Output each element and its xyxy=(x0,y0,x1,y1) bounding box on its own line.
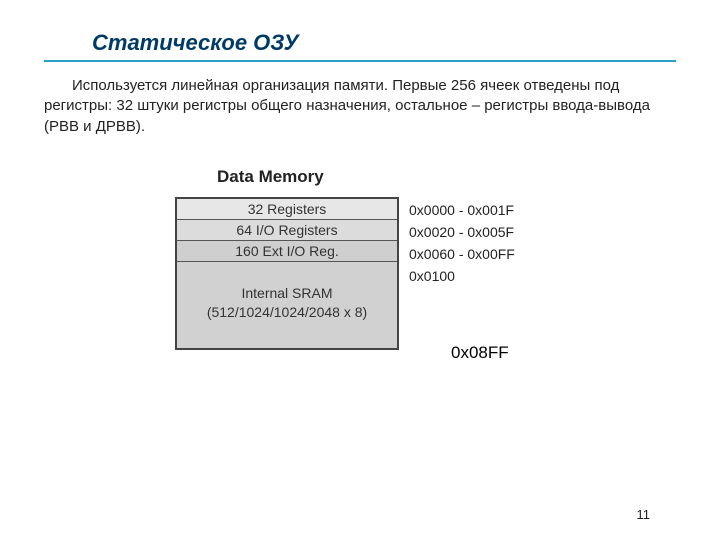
diagram-heading: Data Memory xyxy=(217,167,575,187)
memory-row: 32 Registers xyxy=(177,199,397,220)
title-rule xyxy=(44,60,676,62)
address-column: 0x0000 - 0x001F 0x0020 - 0x005F 0x0060 -… xyxy=(409,199,515,287)
addr-range: 0x0020 - 0x005F xyxy=(409,221,515,243)
memory-row: 64 I/O Registers xyxy=(177,220,397,241)
data-memory-diagram: Data Memory 32 Registers 64 I/O Register… xyxy=(145,167,575,350)
addr-sram-end: 0x08FF xyxy=(445,343,515,363)
memory-map-box: 32 Registers 64 I/O Registers 160 Ext I/… xyxy=(175,197,399,350)
memory-sram-block: Internal SRAM (512/1024/1024/2048 x 8) xyxy=(177,262,397,348)
body-paragraph: Используется линейная организация памяти… xyxy=(44,76,666,137)
addr-range: 0x0000 - 0x001F xyxy=(409,199,515,221)
addr-range: 0x0060 - 0x00FF xyxy=(409,243,515,265)
page-number: 11 xyxy=(637,507,651,522)
sram-label-line1: Internal SRAM xyxy=(183,284,391,303)
sram-label-line2: (512/1024/1024/2048 x 8) xyxy=(183,303,391,322)
addr-sram-start: 0x0100 xyxy=(409,265,515,287)
slide: Статическое ОЗУ Используется линейная ор… xyxy=(0,0,720,350)
memory-row: 160 Ext I/O Reg. xyxy=(177,241,397,262)
page-title: Статическое ОЗУ xyxy=(92,30,676,56)
